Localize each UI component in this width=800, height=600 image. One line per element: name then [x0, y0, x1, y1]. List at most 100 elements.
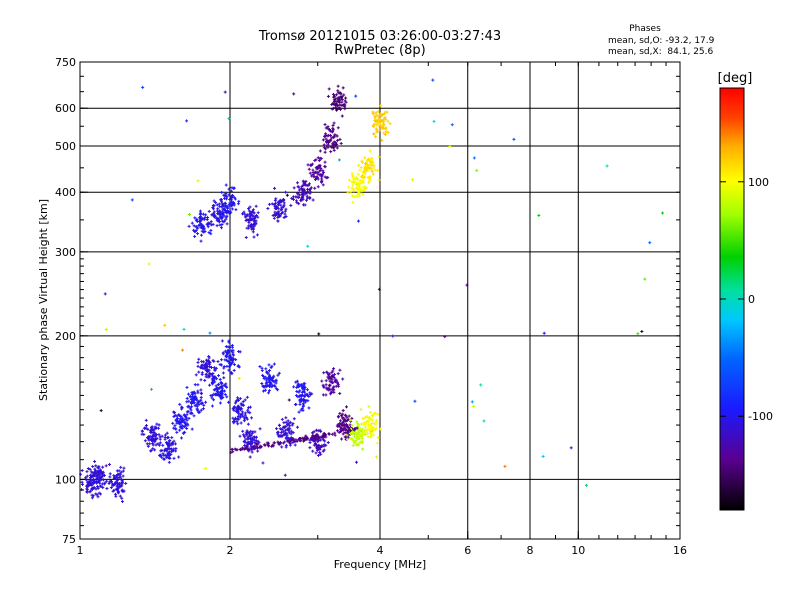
data-point	[347, 414, 351, 418]
data-point	[197, 224, 201, 228]
data-point	[220, 205, 224, 209]
data-point	[265, 384, 269, 388]
data-point	[295, 385, 299, 389]
data-point	[217, 374, 221, 378]
data-point	[284, 436, 288, 440]
data-point	[355, 437, 359, 441]
data-point	[196, 364, 200, 368]
data-point	[199, 212, 203, 216]
data-point	[208, 383, 212, 387]
data-point	[232, 186, 236, 190]
data-point	[274, 378, 278, 382]
data-point	[241, 429, 245, 433]
data-point	[327, 383, 331, 387]
data-point	[154, 426, 158, 430]
data-point	[238, 413, 242, 417]
data-point	[328, 379, 332, 383]
data-point	[202, 364, 206, 368]
data-point	[170, 436, 174, 440]
data-point	[84, 484, 88, 488]
data-point	[308, 441, 312, 445]
data-point	[329, 376, 333, 380]
data-point	[146, 444, 150, 448]
data-point	[335, 424, 339, 428]
data-point	[96, 465, 100, 469]
data-point	[297, 410, 301, 414]
data-point	[165, 455, 169, 459]
data-point	[217, 386, 221, 390]
data-point	[112, 476, 116, 480]
data-point	[215, 216, 219, 220]
data-point	[225, 352, 229, 356]
data-point	[251, 430, 255, 434]
data-point	[361, 417, 365, 421]
data-point	[331, 387, 335, 391]
data-point	[115, 476, 119, 480]
data-point	[190, 405, 194, 409]
data-point	[225, 355, 229, 359]
data-point	[178, 417, 182, 421]
data-point	[96, 471, 100, 475]
data-point	[298, 398, 302, 402]
data-point	[219, 397, 223, 401]
data-point	[156, 426, 160, 430]
data-point	[178, 428, 182, 432]
data-point	[276, 373, 280, 377]
data-point	[245, 429, 249, 433]
data-point	[185, 426, 189, 430]
data-point	[229, 196, 233, 200]
data-point	[188, 395, 192, 399]
data-point	[194, 228, 198, 232]
data-point	[348, 431, 352, 435]
data-point	[153, 431, 157, 435]
data-point	[372, 427, 376, 431]
data-point	[189, 397, 193, 401]
data-point	[120, 500, 124, 504]
data-point	[232, 368, 236, 372]
data-point	[371, 426, 375, 430]
data-point	[361, 427, 365, 431]
data-point	[352, 435, 356, 439]
data-point	[358, 433, 362, 437]
data-point	[287, 426, 291, 430]
data-point	[353, 440, 357, 444]
data-point	[96, 495, 100, 499]
data-point	[213, 214, 217, 218]
data-point	[187, 416, 191, 420]
data-point	[298, 402, 302, 406]
data-point	[303, 394, 307, 398]
data-point	[97, 491, 101, 495]
data-point	[186, 409, 190, 413]
data-point	[234, 409, 238, 413]
data-point	[282, 430, 286, 434]
stats-line-o: mean, sd,O: -93.2, 17.9	[608, 36, 715, 46]
data-point	[230, 207, 234, 211]
data-point	[158, 454, 162, 458]
data-point	[219, 358, 223, 362]
data-point	[120, 496, 124, 500]
data-point	[199, 378, 203, 382]
data-point	[243, 411, 247, 415]
data-point	[203, 378, 207, 382]
data-point	[295, 379, 299, 383]
data-point	[348, 437, 352, 441]
data-point	[79, 472, 83, 476]
data-point	[366, 423, 370, 427]
data-point	[206, 368, 210, 372]
data-point	[355, 435, 359, 439]
data-point	[211, 213, 215, 217]
data-point	[93, 460, 97, 464]
data-point	[303, 382, 307, 386]
data-point	[368, 410, 372, 414]
data-point	[220, 391, 224, 395]
data-point	[86, 467, 90, 471]
data-point	[91, 474, 95, 478]
data-point	[288, 424, 292, 428]
data-point	[88, 483, 92, 487]
data-point	[203, 216, 207, 220]
data-point	[239, 402, 243, 406]
data-point	[284, 445, 288, 449]
data-point	[341, 427, 345, 431]
data-point	[231, 194, 235, 198]
data-point	[236, 404, 240, 408]
